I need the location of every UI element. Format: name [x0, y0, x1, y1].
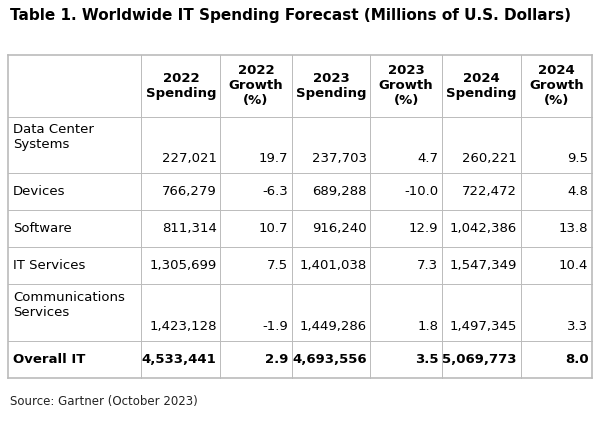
Text: Table 1. Worldwide IT Spending Forecast (Millions of U.S. Dollars): Table 1. Worldwide IT Spending Forecast …: [10, 8, 571, 23]
Text: 2022
Growth
(%): 2022 Growth (%): [229, 64, 283, 107]
Text: 4,533,441: 4,533,441: [142, 353, 217, 366]
Text: 2023
Growth
(%): 2023 Growth (%): [379, 64, 433, 107]
Text: 3.5: 3.5: [415, 353, 438, 366]
Text: 766,279: 766,279: [162, 185, 217, 198]
Text: 916,240: 916,240: [312, 222, 367, 235]
Text: 4.7: 4.7: [417, 152, 438, 165]
Text: 8.0: 8.0: [565, 353, 589, 366]
Text: Devices: Devices: [13, 185, 65, 198]
Text: Data Center
Systems: Data Center Systems: [13, 123, 94, 152]
Text: 1,305,699: 1,305,699: [149, 259, 217, 272]
Text: 1,497,345: 1,497,345: [449, 320, 517, 333]
Text: 10.7: 10.7: [259, 222, 288, 235]
Text: 1,449,286: 1,449,286: [299, 320, 367, 333]
Text: 2024
Spending: 2024 Spending: [446, 72, 517, 100]
Text: Software: Software: [13, 222, 71, 235]
Text: 5,069,773: 5,069,773: [442, 353, 517, 366]
Text: 260,221: 260,221: [462, 152, 517, 165]
Text: 1,423,128: 1,423,128: [149, 320, 217, 333]
Text: 7.3: 7.3: [417, 259, 438, 272]
Text: 12.9: 12.9: [409, 222, 438, 235]
Text: 1,042,386: 1,042,386: [450, 222, 517, 235]
Text: 227,021: 227,021: [161, 152, 217, 165]
Text: 19.7: 19.7: [259, 152, 288, 165]
Text: -6.3: -6.3: [262, 185, 288, 198]
Text: 13.8: 13.8: [559, 222, 589, 235]
Text: Source: Gartner (October 2023): Source: Gartner (October 2023): [10, 395, 198, 408]
Text: 722,472: 722,472: [462, 185, 517, 198]
Text: -10.0: -10.0: [404, 185, 438, 198]
Text: 9.5: 9.5: [568, 152, 589, 165]
Text: 1,401,038: 1,401,038: [299, 259, 367, 272]
Text: Overall IT: Overall IT: [13, 353, 85, 366]
Text: IT Services: IT Services: [13, 259, 85, 272]
Text: 1.8: 1.8: [417, 320, 438, 333]
Text: 811,314: 811,314: [162, 222, 217, 235]
Text: 3.3: 3.3: [567, 320, 589, 333]
Text: 689,288: 689,288: [313, 185, 367, 198]
Text: 2.9: 2.9: [265, 353, 288, 366]
Text: 237,703: 237,703: [312, 152, 367, 165]
Text: 1,547,349: 1,547,349: [449, 259, 517, 272]
Text: 7.5: 7.5: [267, 259, 288, 272]
Text: 2024
Growth
(%): 2024 Growth (%): [529, 64, 584, 107]
Text: 4.8: 4.8: [568, 185, 589, 198]
Text: 2022
Spending: 2022 Spending: [146, 72, 216, 100]
Text: 10.4: 10.4: [559, 259, 589, 272]
Text: 2023
Spending: 2023 Spending: [296, 72, 366, 100]
Text: Communications
Services: Communications Services: [13, 291, 125, 319]
Text: -1.9: -1.9: [262, 320, 288, 333]
Text: 4,693,556: 4,693,556: [292, 353, 367, 366]
